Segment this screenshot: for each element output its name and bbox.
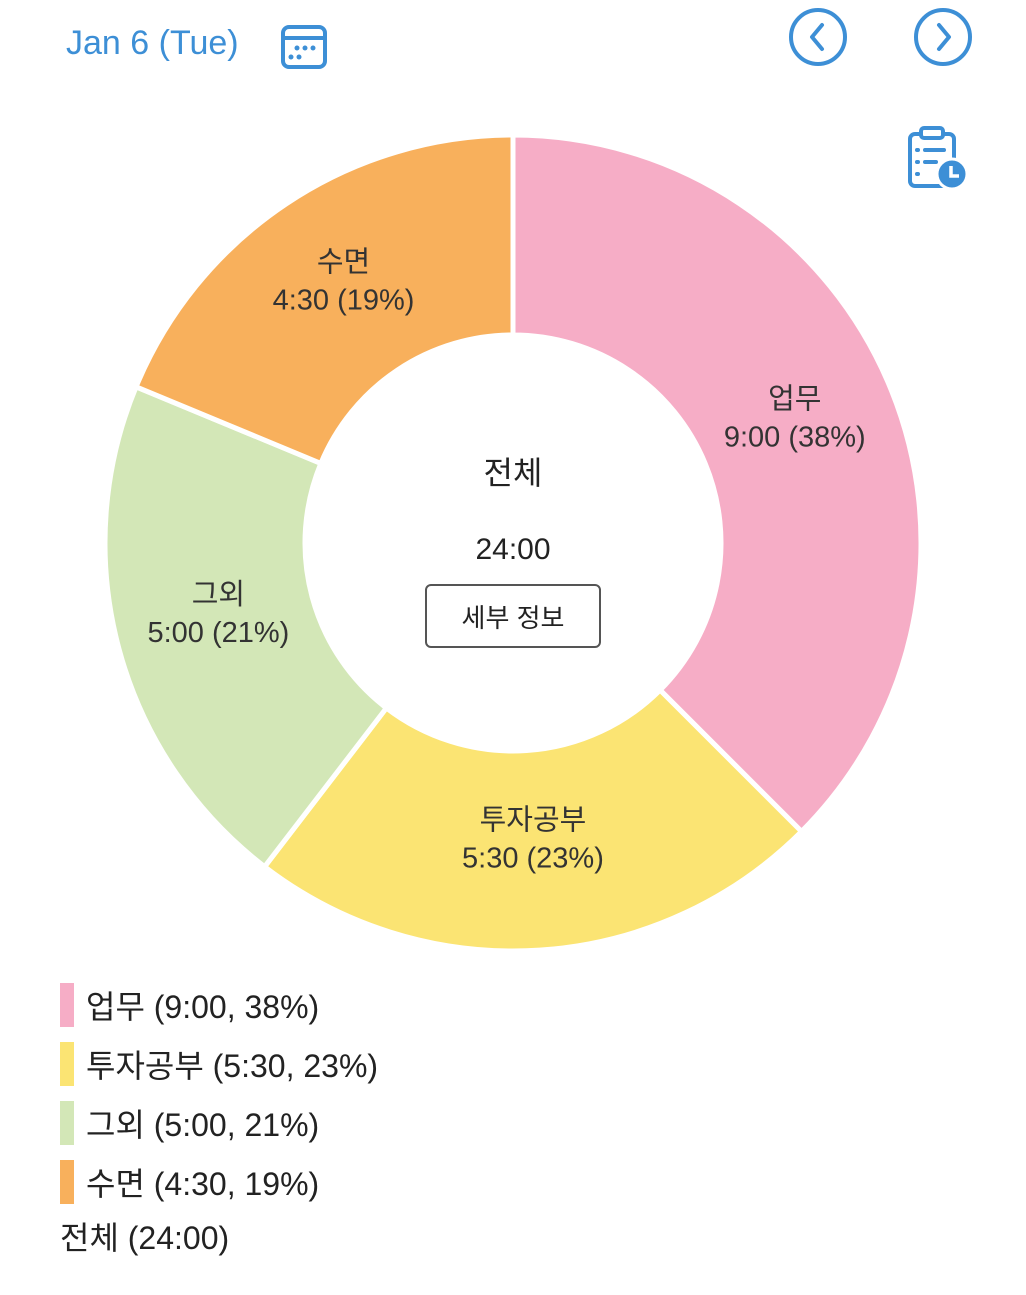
slice-value-label: 4:30 (19%) (273, 284, 415, 316)
legend: 업무 (9:00, 38%) 투자공부 (5:30, 23%) 그외 (5:00… (60, 975, 378, 1261)
slice-value-label: 5:30 (23%) (462, 842, 604, 874)
legend-item-other[interactable]: 그외 (5:00, 21%) (60, 1093, 378, 1152)
legend-label: 그외 (5:00, 21%) (86, 1106, 320, 1143)
legend-item-invest-study[interactable]: 투자공부 (5:30, 23%) (60, 1034, 378, 1093)
legend-label: 수면 (4:30, 19%) (86, 1165, 320, 1202)
legend-item-work[interactable]: 업무 (9:00, 38%) (60, 975, 378, 1034)
slice-value-label: 9:00 (38%) (724, 421, 866, 453)
calendar-icon[interactable] (280, 24, 328, 70)
date-label[interactable]: Jan 6 (Tue) (66, 24, 239, 62)
legend-label: 투자공부 (5:30, 23%) (86, 1047, 379, 1084)
slice-category-label: 그외 (192, 579, 245, 611)
center-total: 24:00 (475, 533, 551, 566)
chevron-left-circle-icon[interactable] (787, 6, 849, 68)
legend-total: 전체 (24:00) (60, 1220, 230, 1256)
donut-chart: 업무 9:00 (38%) 투자공부 5:30 (23%) 그외 5:00 (21%) 수면… (102, 132, 924, 954)
legend-swatch (60, 1159, 74, 1204)
slice-category-label: 업무 (768, 382, 821, 415)
slice-value-label: 5:00 (21%) (147, 617, 289, 649)
legend-item-sleep[interactable]: 수면 (4:30, 19%) (60, 1152, 378, 1211)
legend-label: 업무 (9:00, 38%) (86, 988, 320, 1025)
center-title: 전체 (483, 455, 543, 491)
donut-slice[interactable] (132, 132, 516, 467)
detail-info-button[interactable]: 세부 정보 (425, 584, 601, 648)
legend-swatch (60, 982, 74, 1027)
legend-swatch (60, 1041, 74, 1086)
clipboard-clock-icon[interactable] (906, 124, 970, 192)
donut-slice[interactable] (510, 132, 924, 836)
legend-swatch (60, 1100, 74, 1145)
slice-category-label: 수면 (317, 245, 370, 278)
donut-slice[interactable] (102, 383, 390, 871)
slice-category-label: 투자공부 (480, 804, 587, 836)
donut-slice[interactable] (261, 686, 806, 954)
chevron-right-circle-icon[interactable] (912, 6, 974, 68)
